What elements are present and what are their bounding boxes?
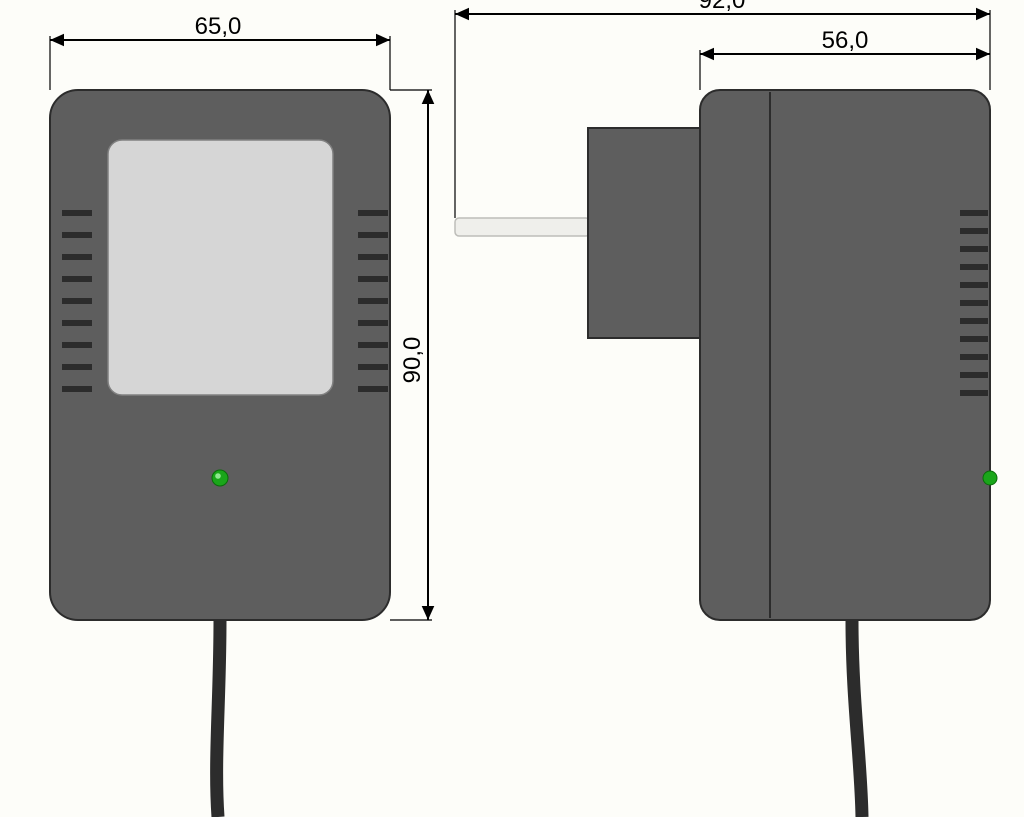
vent-slot	[62, 232, 92, 238]
dimension-depth-total: 92,0	[455, 0, 990, 20]
vent-slot	[960, 390, 988, 396]
dimension-width-front: 65,0	[50, 13, 390, 46]
vent-slot	[960, 228, 988, 234]
vent-slot	[358, 210, 388, 216]
vent-slot	[62, 254, 92, 260]
vent-slot	[960, 354, 988, 360]
dimension-label-depth-total: 92,0	[699, 0, 746, 14]
power-cord-front	[217, 620, 220, 817]
vent-slot	[358, 320, 388, 326]
vent-slot	[358, 364, 388, 370]
vent-slot	[62, 298, 92, 304]
vent-slot	[62, 210, 92, 216]
vent-slot	[62, 342, 92, 348]
label-plate	[108, 140, 333, 395]
vent-slot	[358, 342, 388, 348]
vent-slot	[358, 298, 388, 304]
vent-slot	[960, 246, 988, 252]
dimension-label-width-front: 65,0	[195, 13, 242, 40]
vent-slot	[960, 210, 988, 216]
vent-slot	[960, 372, 988, 378]
status-led-side	[983, 471, 997, 485]
vent-slot	[62, 320, 92, 326]
vent-slot	[62, 276, 92, 282]
vent-slot	[62, 386, 92, 392]
dimension-height: 90,0	[399, 90, 434, 620]
vent-slot	[960, 264, 988, 270]
adapter-body-side	[700, 90, 990, 620]
plug-pin	[455, 218, 590, 236]
side-view	[455, 90, 997, 817]
status-led-front	[212, 470, 228, 486]
vent-slot	[358, 276, 388, 282]
vent-slot	[358, 254, 388, 260]
dimension-depth-body: 56,0	[700, 27, 990, 60]
vent-slot	[62, 364, 92, 370]
vent-slot	[960, 318, 988, 324]
vent-slot	[960, 282, 988, 288]
technical-drawing: 65,0 92,0 56,0 90,0	[0, 0, 1024, 817]
vent-slot	[960, 300, 988, 306]
front-view	[50, 90, 390, 817]
power-cord-side	[852, 620, 862, 817]
vent-slot	[960, 336, 988, 342]
dimension-label-height: 90,0	[399, 337, 426, 384]
dimension-label-depth-body: 56,0	[822, 27, 869, 54]
vent-slot	[358, 232, 388, 238]
plug-base	[588, 128, 700, 338]
vent-slot	[358, 386, 388, 392]
